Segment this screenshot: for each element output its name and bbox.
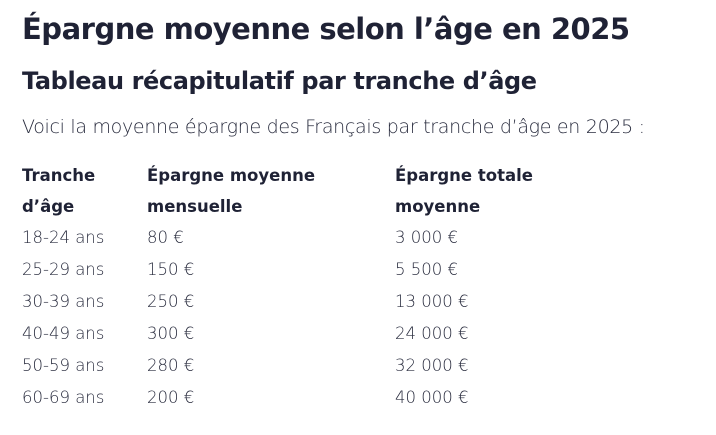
cell-total-savings: 5 500 € xyxy=(395,260,458,279)
cell-age-range: 40-49 ans xyxy=(22,324,105,343)
header-line: mensuelle xyxy=(147,197,243,216)
header-line: Épargne totale xyxy=(395,166,533,185)
header-age-range: Tranche d’âge xyxy=(22,160,147,222)
cell-monthly-savings: 300 € xyxy=(147,324,195,343)
cell-total-savings: 13 000 € xyxy=(395,292,469,311)
table-row: 50-59 ans 280 € 32 000 € xyxy=(22,350,595,382)
header-total-savings: Épargne totale moyenne xyxy=(395,160,595,222)
cell-total-savings: 3 000 € xyxy=(395,228,458,247)
section-subtitle: Tableau récapitulatif par tranche d’âge xyxy=(22,67,537,95)
cell-age-range: 50-59 ans xyxy=(22,356,105,375)
cell-age-range: 30-39 ans xyxy=(22,292,105,311)
cell-total-savings: 40 000 € xyxy=(395,388,469,407)
table-row: 18-24 ans 80 € 3 000 € xyxy=(22,222,595,254)
cell-age-range: 18-24 ans xyxy=(22,228,105,247)
table-header-row: Tranche d’âge Épargne moyenne mensuelle Ép… xyxy=(22,160,595,222)
cell-age-range: 60-69 ans xyxy=(22,388,105,407)
cell-monthly-savings: 280 € xyxy=(147,356,195,375)
table-row: 25-29 ans 150 € 5 500 € xyxy=(22,254,595,286)
header-line: Tranche xyxy=(22,166,96,185)
cell-total-savings: 24 000 € xyxy=(395,324,469,343)
table-row: 30-39 ans 250 € 13 000 € xyxy=(22,286,595,318)
cell-monthly-savings: 150 € xyxy=(147,260,195,279)
page-title: Épargne moyenne selon l’âge en 2025 xyxy=(22,12,630,46)
header-line: moyenne xyxy=(395,197,481,216)
savings-table: Tranche d’âge Épargne moyenne mensuelle Ép… xyxy=(22,160,595,414)
cell-total-savings: 32 000 € xyxy=(395,356,469,375)
header-line: d’âge xyxy=(22,197,75,216)
cell-age-range: 25-29 ans xyxy=(22,260,105,279)
intro-text: Voici la moyenne épargne des Français pa… xyxy=(22,116,645,138)
header-line: Épargne moyenne xyxy=(147,166,316,185)
cell-monthly-savings: 250 € xyxy=(147,292,195,311)
cell-monthly-savings: 200 € xyxy=(147,388,195,407)
table-row: 40-49 ans 300 € 24 000 € xyxy=(22,318,595,350)
header-monthly-savings: Épargne moyenne mensuelle xyxy=(147,160,395,222)
cell-monthly-savings: 80 € xyxy=(147,228,184,247)
table-row: 60-69 ans 200 € 40 000 € xyxy=(22,382,595,414)
